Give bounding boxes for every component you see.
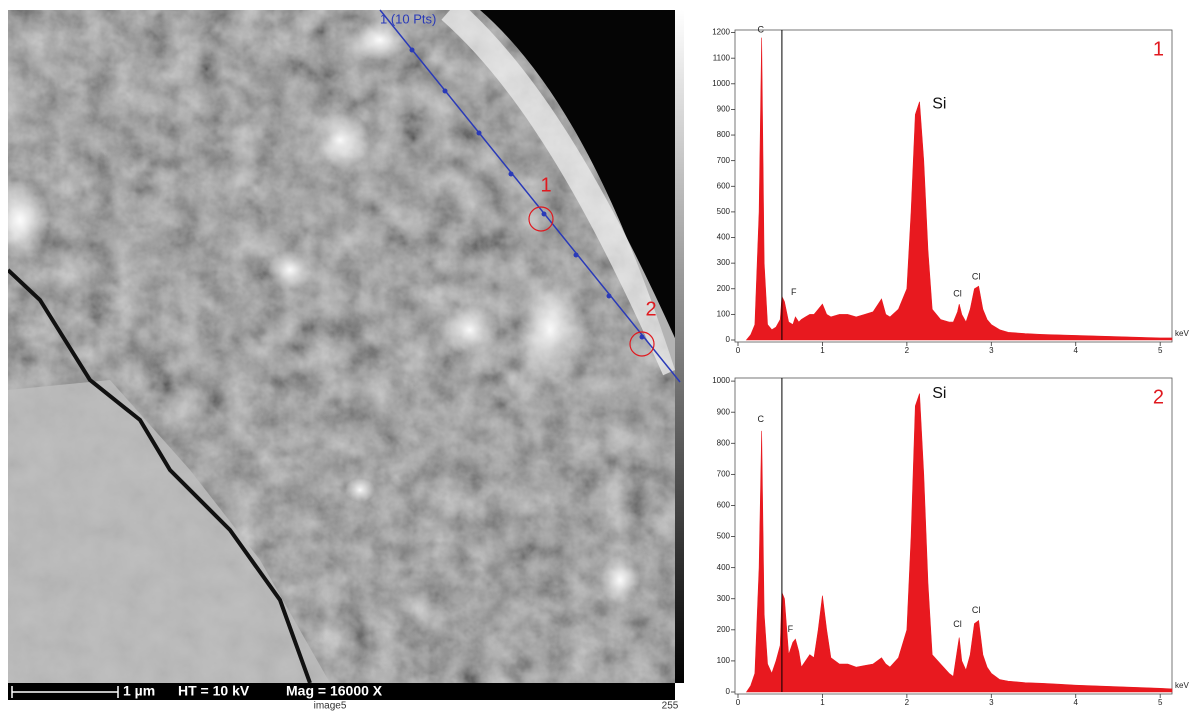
y-tick-label: 500 — [717, 207, 731, 216]
point-label: 2 — [645, 298, 656, 320]
y-tick-label: 300 — [717, 258, 731, 267]
major-peak-label: Si — [932, 385, 946, 402]
y-tick-label: 1000 — [712, 79, 730, 88]
peak-label: Cl — [972, 605, 981, 615]
x-tick-label: 2 — [905, 698, 910, 707]
plot-frame — [734, 377, 1173, 695]
y-tick-label: 1000 — [712, 376, 730, 385]
y-tick-label: 700 — [717, 156, 731, 165]
x-tick-label: 4 — [1074, 346, 1079, 355]
x-tick-label: 1 — [820, 346, 825, 355]
spectrum-area — [745, 37, 1173, 341]
y-tick-label: 900 — [717, 105, 731, 114]
x-tick-label: 0 — [736, 698, 741, 707]
x-tick-label: 0 — [736, 346, 741, 355]
y-tick-label: 100 — [717, 309, 731, 318]
peak-label: Cl — [953, 288, 962, 298]
x-tick-label: 3 — [989, 698, 994, 707]
peak-label: F — [788, 624, 794, 634]
voltage-label: HT = 10 kV — [178, 683, 250, 699]
y-tick-label: 700 — [717, 469, 731, 478]
y-tick-label: 0 — [726, 335, 731, 344]
y-tick-label: 100 — [717, 656, 731, 665]
y-tick-label: 400 — [717, 563, 731, 572]
gray-scale-bar — [675, 10, 684, 683]
magnification-label: Mag = 16000 X — [286, 683, 383, 699]
x-tick-label: 5 — [1158, 698, 1163, 707]
x-tick-label: 3 — [989, 346, 994, 355]
y-tick-label: 0 — [726, 687, 731, 696]
scale-label: 1 µm — [123, 683, 155, 699]
gray-max: 255 — [662, 701, 679, 712]
image-name: image5 — [314, 701, 347, 712]
y-tick-label: 200 — [717, 625, 731, 634]
y-tick-label: 600 — [717, 501, 731, 510]
y-tick-label: 400 — [717, 233, 731, 242]
line-label: 1 (10 Pts) — [380, 11, 436, 26]
y-tick-label: 200 — [717, 284, 731, 293]
y-tick-label: 600 — [717, 181, 731, 190]
y-tick-label: 1200 — [712, 28, 730, 37]
point-circle — [629, 331, 655, 357]
line-scan — [379, 9, 681, 383]
peak-label: C — [758, 24, 765, 34]
y-tick-label: 300 — [717, 594, 731, 603]
panel-label: 1 — [1153, 38, 1164, 60]
x-axis-label: keV — [1175, 681, 1189, 690]
peak-label: F — [791, 287, 797, 297]
info-bar — [8, 683, 675, 700]
y-tick-label: 900 — [717, 407, 731, 416]
spectrum-area — [745, 393, 1173, 693]
point-label: 1 — [540, 174, 551, 196]
point-circle — [528, 206, 554, 232]
y-tick-label: 800 — [717, 130, 731, 139]
x-tick-label: 2 — [905, 346, 910, 355]
peak-label: Cl — [972, 272, 981, 282]
x-tick-label: 5 — [1158, 346, 1163, 355]
major-peak-label: Si — [932, 96, 946, 113]
sem-image — [8, 10, 675, 683]
x-axis-label: keV — [1175, 329, 1189, 338]
y-tick-label: 500 — [717, 532, 731, 541]
y-tick-label: 800 — [717, 438, 731, 447]
panel-label: 2 — [1153, 386, 1164, 408]
scan-points — [409, 47, 645, 340]
y-tick-label: 1100 — [713, 53, 731, 62]
x-tick-label: 1 — [820, 698, 825, 707]
x-tick-label: 4 — [1074, 698, 1079, 707]
peak-label: C — [758, 414, 765, 424]
peak-label: Cl — [953, 619, 962, 629]
